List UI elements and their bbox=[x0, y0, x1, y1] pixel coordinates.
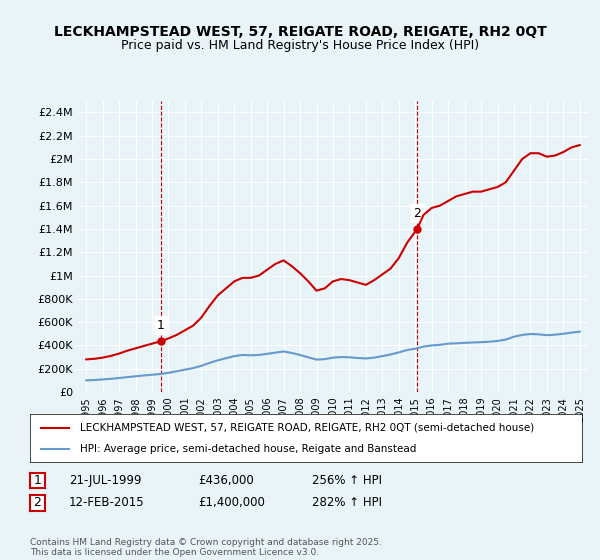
Text: 2: 2 bbox=[34, 496, 41, 510]
Text: LECKHAMPSTEAD WEST, 57, REIGATE ROAD, REIGATE, RH2 0QT (semi-detached house): LECKHAMPSTEAD WEST, 57, REIGATE ROAD, RE… bbox=[80, 423, 534, 433]
Text: 256% ↑ HPI: 256% ↑ HPI bbox=[312, 474, 382, 487]
Text: 12-FEB-2015: 12-FEB-2015 bbox=[69, 496, 145, 510]
Text: 1: 1 bbox=[34, 474, 41, 487]
Text: 21-JUL-1999: 21-JUL-1999 bbox=[69, 474, 142, 487]
Text: Contains HM Land Registry data © Crown copyright and database right 2025.
This d: Contains HM Land Registry data © Crown c… bbox=[30, 538, 382, 557]
Text: £436,000: £436,000 bbox=[198, 474, 254, 487]
Text: 2: 2 bbox=[413, 207, 421, 220]
Text: 282% ↑ HPI: 282% ↑ HPI bbox=[312, 496, 382, 510]
Text: LECKHAMPSTEAD WEST, 57, REIGATE ROAD, REIGATE, RH2 0QT: LECKHAMPSTEAD WEST, 57, REIGATE ROAD, RE… bbox=[53, 25, 547, 39]
Text: Price paid vs. HM Land Registry's House Price Index (HPI): Price paid vs. HM Land Registry's House … bbox=[121, 39, 479, 52]
Text: HPI: Average price, semi-detached house, Reigate and Banstead: HPI: Average price, semi-detached house,… bbox=[80, 444, 416, 454]
Text: 1: 1 bbox=[157, 319, 165, 332]
Text: £1,400,000: £1,400,000 bbox=[198, 496, 265, 510]
